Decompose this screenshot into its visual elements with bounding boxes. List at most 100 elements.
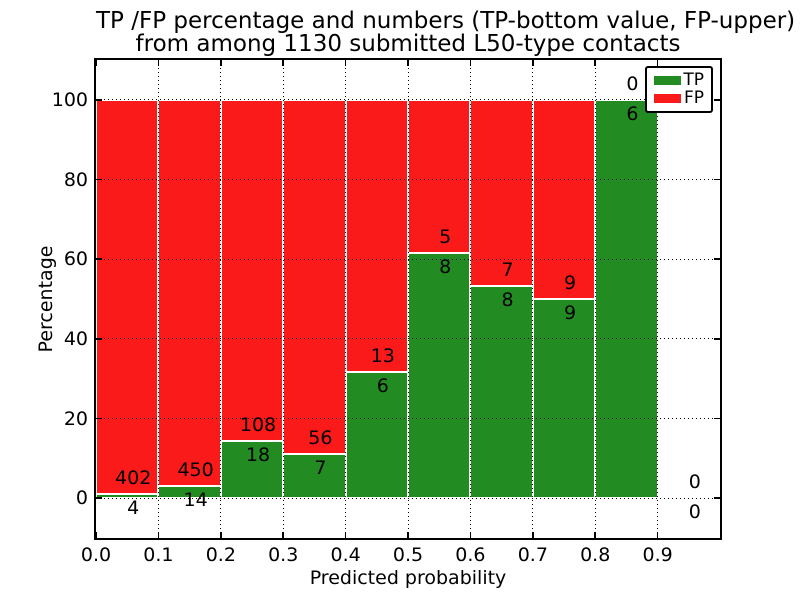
x-tick-mark <box>95 532 97 538</box>
fp-count-label: 450 <box>177 459 214 482</box>
y-tick-label: 80 <box>63 168 88 191</box>
x-tick-mark-top <box>282 60 284 66</box>
tp-count-label: 9 <box>563 302 577 324</box>
y-tick-mark <box>96 99 102 101</box>
tp-count-label: 8 <box>501 288 514 311</box>
gridline-vertical <box>157 60 159 538</box>
gridline-vertical <box>345 60 347 538</box>
y-tick-mark-right <box>714 497 720 499</box>
tp-count-label: 7 <box>314 456 327 479</box>
y-tick-mark <box>96 497 102 499</box>
tp-count-label: 8 <box>439 256 452 279</box>
gridline-horizontal <box>96 179 720 180</box>
y-tick-label: 0 <box>75 487 88 510</box>
fp-count-label: 0 <box>688 471 701 494</box>
x-tick-mark <box>469 532 472 538</box>
fp-count-label: 7 <box>501 258 514 281</box>
x-tick-label: 0.0 <box>80 544 112 566</box>
gridline-horizontal <box>96 497 720 499</box>
y-tick-mark <box>96 338 102 340</box>
tp-count-label: 14 <box>183 489 208 512</box>
tp-bar-segment <box>408 253 471 499</box>
x-tick-mark-top <box>594 60 596 66</box>
x-tick-mark <box>344 532 347 538</box>
fp-count-label: 108 <box>239 414 277 437</box>
gridline-vertical <box>532 60 534 538</box>
x-tick-mark-top <box>157 60 160 66</box>
y-tick-mark-right <box>714 99 720 101</box>
y-tick-mark-right <box>714 338 720 340</box>
tp-count-label: 6 <box>376 375 389 398</box>
y-tick-label: 20 <box>63 407 88 430</box>
x-tick-mark-top <box>656 60 659 66</box>
gridline-horizontal <box>96 258 720 260</box>
gridline-vertical <box>282 60 284 538</box>
gridline-horizontal <box>96 99 720 101</box>
gridline-vertical <box>407 60 409 538</box>
tp-count-label: 18 <box>245 444 271 467</box>
fp-count-label: 0 <box>626 72 639 95</box>
x-tick-label: 0.6 <box>455 544 486 566</box>
fp-swatch <box>654 93 681 103</box>
x-tick-mark <box>594 532 596 538</box>
chart-title: TP /FP percentage and numbers (TP-bottom… <box>96 8 796 57</box>
fp-bar-segment <box>283 99 346 454</box>
fp-count-label: 9 <box>563 272 577 294</box>
tp-count-label: 0 <box>688 501 701 524</box>
fp-bar-segment <box>158 99 221 487</box>
y-tick-mark <box>96 178 102 181</box>
legend-label-fp: FP <box>683 87 704 108</box>
tp-bar-segment <box>532 299 596 499</box>
gridline-horizontal <box>96 418 720 419</box>
x-tick-mark <box>532 532 534 538</box>
gridline-horizontal <box>96 338 720 340</box>
gridline-vertical <box>469 60 471 538</box>
tp-count-label: 4 <box>127 497 140 520</box>
x-tick-mark-top <box>407 60 409 66</box>
fp-count-label: 56 <box>308 426 333 449</box>
x-tick-mark-top <box>344 60 347 66</box>
x-tick-mark-top <box>532 60 534 66</box>
x-tick-label: 0.3 <box>268 544 299 566</box>
chart-title-line2: from among 1130 submitted L50-type conta… <box>135 31 681 57</box>
plot-area: 0.0 0.1 0.2 0.3 0.4 0.5 0.6 0.7 0.8 0.9 0 20 40 60 80 1… <box>52 58 722 566</box>
x-tick-mark <box>656 532 659 538</box>
gridline-vertical <box>594 60 596 538</box>
x-tick-mark <box>220 532 222 538</box>
tp-count-label: 6 <box>626 102 639 125</box>
tp-bar-segment <box>158 486 221 499</box>
gridline-vertical <box>220 60 222 538</box>
fp-bar-segment <box>220 99 284 442</box>
fp-bar-segment <box>470 99 533 286</box>
fp-bar-segment <box>408 99 471 254</box>
x-tick-label: 0.2 <box>205 544 236 566</box>
fp-count-label: 13 <box>370 345 395 368</box>
y-tick-label: 40 <box>63 327 88 350</box>
y-tick-label: 60 <box>63 248 88 271</box>
fp-bar-segment <box>345 99 408 373</box>
gridline-vertical <box>657 60 659 538</box>
x-axis-label: Predicted probability <box>309 567 507 589</box>
y-tick-mark-right <box>714 417 720 420</box>
x-tick-mark <box>157 532 160 538</box>
legend-label-tp: TP <box>683 70 704 91</box>
legend: TP FP <box>645 66 713 113</box>
tp-bar-segment <box>220 441 284 499</box>
chart-title-line1: TP /FP percentage and numbers (TP-bottom… <box>96 8 796 34</box>
tp-swatch <box>654 76 681 86</box>
x-tick-label: 0.9 <box>642 544 673 566</box>
x-tick-label: 0.8 <box>580 544 611 566</box>
y-tick-mark-right <box>714 178 720 181</box>
x-tick-label: 0.1 <box>143 544 174 566</box>
fp-count-label: 402 <box>115 467 152 490</box>
tp-bar-segment <box>283 453 346 499</box>
x-tick-label: 0.7 <box>517 544 548 566</box>
tp-bar-segment <box>595 99 658 499</box>
x-tick-mark <box>407 532 409 538</box>
legend-entry-tp: TP <box>654 72 704 89</box>
fp-bar-segment <box>96 99 159 495</box>
x-tick-mark-top <box>469 60 472 66</box>
x-tick-mark-top <box>95 60 97 66</box>
tp-bar-segment <box>470 285 533 499</box>
